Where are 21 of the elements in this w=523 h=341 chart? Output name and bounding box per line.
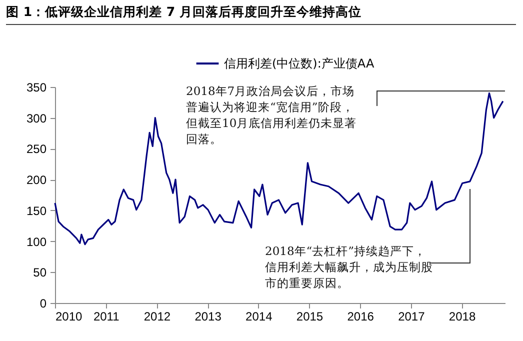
y-tick-label: 50 <box>33 266 47 280</box>
y-tick-label: 200 <box>26 173 47 188</box>
y-tick-label: 0 <box>40 296 47 310</box>
x-tick-label: 2012 <box>144 310 171 324</box>
x-tick-label: 2010 <box>56 310 83 324</box>
x-tick-label: 2011 <box>93 310 120 324</box>
y-tick-label: 100 <box>26 234 47 249</box>
x-tick-label: 2014 <box>246 310 273 324</box>
y-tick-label: 350 <box>26 80 47 94</box>
x-tick-label: 2016 <box>347 310 374 324</box>
y-tick-label: 150 <box>26 204 47 218</box>
x-tick-label: 2017 <box>398 310 426 324</box>
legend-label: 信用利差(中位数):产业债AA <box>224 56 375 70</box>
annotation: 2018年“去杠杆”持续趋严下，信用利差大幅飙升，成为压制股市的重要原因。 <box>265 243 434 291</box>
x-tick-label: 2018 <box>448 310 476 324</box>
x-tick-label: 2013 <box>194 310 222 324</box>
y-tick-label: 250 <box>26 142 47 156</box>
y-tick-label: 300 <box>26 111 47 126</box>
chart-title: 图 1：低评级企业信用利差 7 月回落后再度回升至今维持高位 <box>6 4 516 25</box>
x-tick-label: 2015 <box>296 310 324 324</box>
annotation: 2018年7月政治局会议后，市场普遍认为将迎来“宽信用”阶段，但截至10月底信用利差仍未显著回落。 <box>186 83 358 147</box>
